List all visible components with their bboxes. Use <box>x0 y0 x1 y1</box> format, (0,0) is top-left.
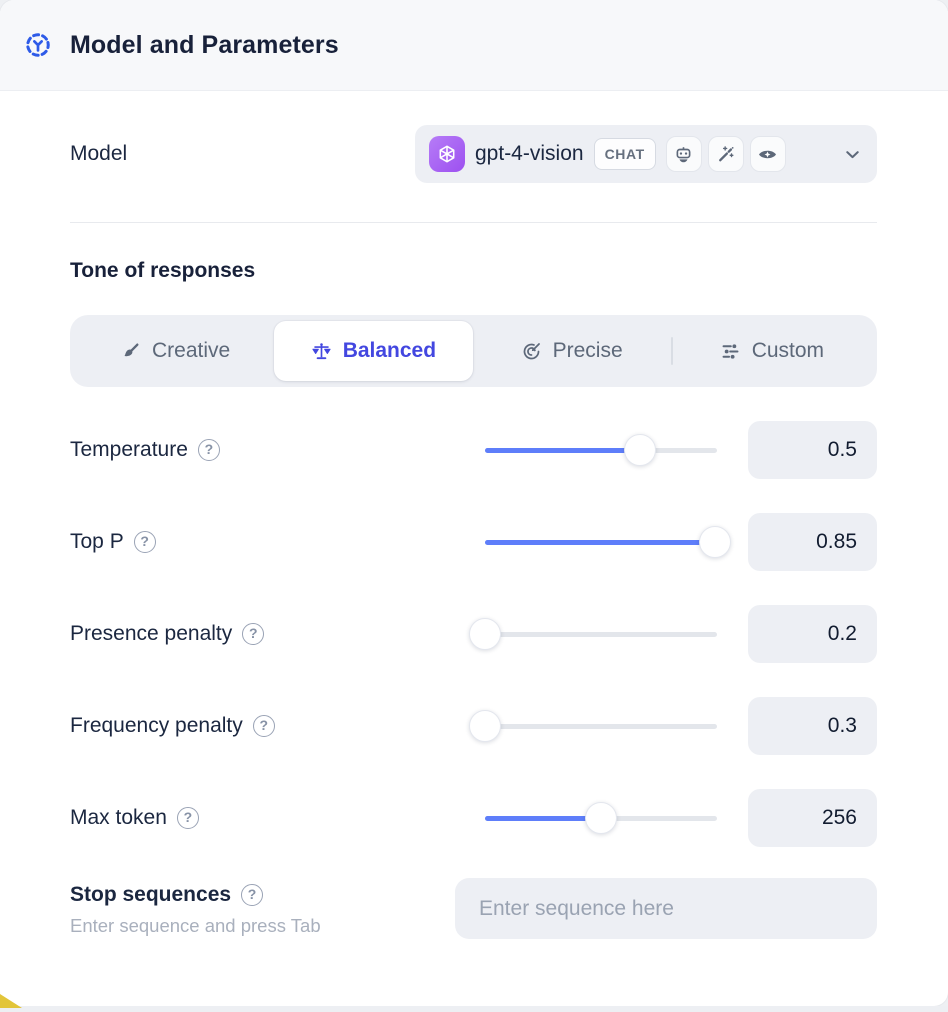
model-label: Model <box>70 142 128 165</box>
temperature-row: Temperature ? 0.5 <box>70 421 877 479</box>
top-p-value[interactable]: 0.85 <box>748 513 877 571</box>
tone-option-precise[interactable]: Precise <box>473 321 671 381</box>
robot-icon <box>665 136 702 172</box>
model-row: Model gpt-4-vision CHAT <box>70 125 877 183</box>
tone-option-label: Balanced <box>342 339 437 362</box>
help-icon[interactable]: ? <box>242 623 265 645</box>
slider-thumb[interactable] <box>624 434 657 466</box>
model-name: gpt-4-vision <box>475 142 584 165</box>
frequency-penalty-label: Frequency penalty <box>70 714 243 737</box>
presence-penalty-row: Presence penalty ? 0.2 <box>70 605 877 663</box>
max-token-row: Max token ? 256 <box>70 789 877 847</box>
frequency-penalty-slider[interactable] <box>469 710 717 742</box>
help-icon[interactable]: ? <box>252 715 275 737</box>
paintbrush-icon <box>124 342 139 356</box>
model-hub-icon <box>26 33 50 57</box>
tone-segmented-control: Creative Balanced <box>70 315 877 387</box>
temperature-value[interactable]: 0.5 <box>748 421 877 479</box>
frequency-penalty-row: Frequency penalty ? 0.3 <box>70 697 877 755</box>
magic-wand-icon <box>707 136 744 172</box>
stop-sequences-label: Stop sequences <box>70 883 232 906</box>
chevron-down-icon <box>842 144 863 165</box>
tone-option-custom[interactable]: Custom <box>673 321 871 381</box>
vision-eye-icon <box>749 136 786 172</box>
chat-type-badge: CHAT <box>593 138 656 170</box>
top-p-slider[interactable] <box>485 526 731 558</box>
presence-penalty-value[interactable]: 0.2 <box>748 605 877 663</box>
model-select[interactable]: gpt-4-vision CHAT <box>415 125 877 183</box>
help-icon[interactable]: ? <box>241 884 264 906</box>
balance-scale-icon <box>312 342 331 359</box>
tone-option-label: Creative <box>152 339 231 362</box>
help-icon[interactable]: ? <box>197 439 220 461</box>
stop-sequence-input[interactable] <box>455 878 877 939</box>
presence-penalty-label: Presence penalty <box>70 622 233 645</box>
top-p-row: Top P ? 0.85 <box>70 513 877 571</box>
top-p-label: Top P <box>70 530 124 553</box>
slider-thumb[interactable] <box>585 802 617 834</box>
section-divider <box>70 222 877 223</box>
tone-option-label: Custom <box>751 339 825 362</box>
max-token-slider[interactable] <box>485 802 717 834</box>
capability-chips <box>665 136 786 172</box>
presence-penalty-slider[interactable] <box>469 618 717 650</box>
tone-heading: Tone of responses <box>70 259 256 282</box>
max-token-label: Max token <box>70 806 167 829</box>
slider-track[interactable] <box>485 631 717 637</box>
tone-option-balanced[interactable]: Balanced <box>274 321 473 381</box>
tone-option-creative[interactable]: Creative <box>76 321 274 381</box>
openai-logo <box>429 136 465 172</box>
page-bottom-strip <box>0 1006 948 1012</box>
slider-fill <box>485 447 641 453</box>
segment-divider <box>670 337 673 365</box>
slider-thumb[interactable] <box>469 710 501 742</box>
tone-option-label: Precise <box>552 339 623 362</box>
slider-track[interactable] <box>485 723 717 729</box>
temperature-slider[interactable] <box>485 434 717 466</box>
parameter-rows: Temperature ? 0.5 Top P ? <box>70 421 877 847</box>
stop-sequences-hint: Enter sequence and press Tab <box>70 915 321 936</box>
corner-accent-shape <box>0 994 22 1008</box>
target-icon <box>523 342 540 359</box>
temperature-label: Temperature <box>70 438 188 461</box>
sliders-icon <box>722 343 739 359</box>
panel-title: Model and Parameters <box>70 30 339 59</box>
slider-thumb[interactable] <box>469 618 501 650</box>
help-icon[interactable]: ? <box>176 807 199 829</box>
panel-header: Model and Parameters <box>0 0 948 91</box>
stop-sequences-row: Stop sequences ? Enter sequence and pres… <box>70 878 877 939</box>
max-token-value[interactable]: 256 <box>748 789 877 847</box>
help-icon[interactable]: ? <box>133 531 156 553</box>
frequency-penalty-value[interactable]: 0.3 <box>748 697 877 755</box>
slider-fill <box>485 815 601 821</box>
slider-thumb[interactable] <box>698 526 731 558</box>
slider-fill <box>485 539 715 545</box>
